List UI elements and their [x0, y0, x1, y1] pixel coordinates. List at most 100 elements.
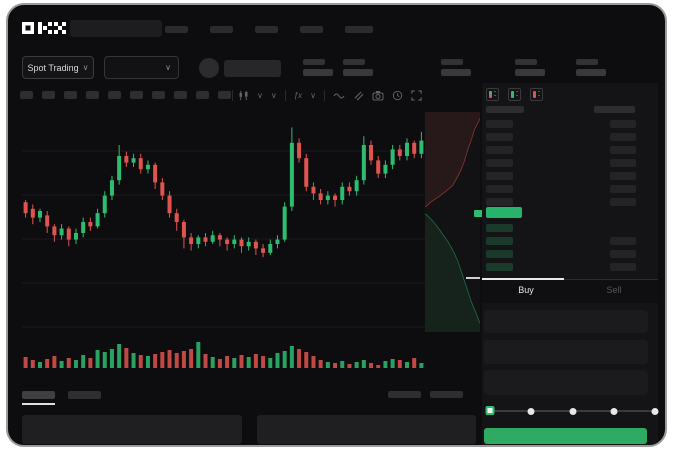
toolbar-divider	[232, 90, 233, 101]
orderbook-view-asks-icon[interactable]	[530, 88, 543, 101]
volume-bar	[246, 357, 251, 368]
top-nav	[165, 26, 373, 33]
slider-stop[interactable]	[527, 408, 535, 415]
market-type-label: Spot Trading	[27, 62, 79, 73]
candle	[361, 136, 366, 185]
volume-bar	[369, 363, 374, 368]
amount-slider[interactable]	[485, 406, 659, 416]
candlestick-chart[interactable]	[22, 112, 425, 332]
timeframe-button-placeholder[interactable]	[174, 91, 187, 99]
nav-item-placeholder[interactable]	[345, 26, 373, 33]
bottom-link-placeholder[interactable]	[388, 391, 421, 398]
orderbook-bid-row[interactable]	[482, 261, 658, 274]
candle	[412, 140, 417, 159]
toolbar-divider	[324, 90, 326, 101]
tab-buy[interactable]: Buy	[518, 285, 534, 295]
toolbar-divider	[284, 90, 286, 101]
nav-item-placeholder[interactable]	[165, 26, 188, 33]
candle	[268, 239, 273, 255]
compare-icon[interactable]	[353, 90, 364, 101]
slider-stop[interactable]	[610, 408, 618, 415]
orderbook-view-bids-icon[interactable]	[508, 88, 521, 101]
depth-overlay[interactable]	[425, 112, 480, 332]
pair-dropdown[interactable]: ∨	[104, 56, 179, 79]
timeframe-button-placeholder[interactable]	[152, 91, 165, 99]
chevron-down-icon[interactable]: ∨	[310, 91, 317, 100]
volume-bar	[66, 358, 71, 368]
volume-bar	[282, 351, 287, 368]
volume-bar	[102, 352, 107, 368]
volume-bar	[23, 357, 28, 368]
orderbook-ask-row[interactable]	[482, 183, 658, 196]
volume-bar	[52, 356, 57, 368]
candle-style-icon[interactable]	[238, 90, 249, 101]
slider-stop[interactable]	[569, 408, 576, 415]
interval-dropdown-icon[interactable]: ∨	[270, 91, 277, 100]
slider-stop[interactable]	[651, 408, 659, 415]
timeframe-button-placeholder[interactable]	[20, 91, 33, 99]
orderbook-ask-row[interactable]	[482, 157, 658, 170]
slider-handle[interactable]	[485, 406, 495, 415]
fx-indicator-icon[interactable]: ƒx	[293, 91, 303, 100]
orderbook-bid-row[interactable]	[482, 235, 658, 248]
fullscreen-icon[interactable]	[411, 90, 422, 101]
orderbook-last-price[interactable]	[486, 207, 522, 218]
timeframe-button-placeholder[interactable]	[42, 91, 55, 99]
volume-bar	[153, 354, 158, 368]
market-type-selector[interactable]: Spot Trading ∨	[22, 56, 94, 79]
timeframe-button-placeholder[interactable]	[108, 91, 121, 99]
orderbook-ask-row[interactable]	[482, 196, 658, 209]
timeframe-button-placeholder[interactable]	[86, 91, 99, 99]
timeframe-button-placeholder[interactable]	[196, 91, 209, 99]
price-field-placeholder[interactable]	[484, 310, 648, 333]
candle	[189, 233, 194, 251]
nav-item-placeholder[interactable]	[255, 26, 278, 33]
bottom-tab[interactable]	[68, 391, 101, 399]
ticker-stat-placeholder	[303, 59, 333, 76]
candle	[131, 153, 136, 167]
candle	[124, 151, 129, 167]
search-placeholder[interactable]	[70, 20, 162, 37]
volume-bar	[160, 352, 165, 368]
orderbook-price-header-placeholder	[486, 106, 524, 113]
candle	[30, 204, 35, 225]
volume-bar	[88, 358, 93, 368]
orderbook-view-switcher	[486, 88, 543, 101]
volume-bar	[268, 358, 273, 368]
nav-item-placeholder[interactable]	[300, 26, 323, 33]
volume-bar	[333, 363, 338, 368]
history-icon[interactable]	[392, 90, 403, 101]
wave-icon[interactable]	[333, 91, 345, 101]
amount-field-placeholder[interactable]	[484, 340, 648, 364]
nav-item-placeholder[interactable]	[210, 26, 233, 33]
total-field-placeholder[interactable]	[484, 370, 648, 395]
orderbook-bid-row[interactable]	[482, 222, 658, 235]
timeframe-button-placeholder[interactable]	[64, 91, 77, 99]
timeframe-button-placeholder[interactable]	[218, 91, 231, 99]
volume-bar	[30, 360, 35, 368]
candle	[145, 160, 150, 174]
timeframe-button-placeholder[interactable]	[130, 91, 143, 99]
camera-icon[interactable]	[372, 90, 384, 101]
orderbook-ask-row[interactable]	[482, 170, 658, 183]
okx-logo[interactable]	[22, 21, 66, 35]
bottom-tab-active[interactable]	[22, 391, 55, 399]
buy-submit-button[interactable]	[484, 428, 647, 444]
orderbook-bid-row[interactable]	[482, 248, 658, 261]
candle	[181, 219, 186, 249]
candle	[232, 235, 237, 249]
volume-histogram	[23, 342, 424, 368]
buy-tab-indicator	[482, 278, 564, 280]
tab-sell[interactable]: Sell	[606, 285, 622, 295]
volume-bar	[253, 354, 258, 368]
volume-bar	[59, 361, 64, 368]
candle	[261, 244, 266, 258]
orderbook-ask-row[interactable]	[482, 131, 658, 144]
chevron-down-icon[interactable]: ∨	[257, 91, 263, 100]
orderbook-view-combined-icon[interactable]	[486, 88, 499, 101]
orderbook-ask-row[interactable]	[482, 144, 658, 157]
candle	[117, 145, 122, 185]
bottom-link-placeholder[interactable]	[430, 391, 463, 398]
orderbook-ask-row[interactable]	[482, 118, 658, 131]
volume-bar	[289, 346, 294, 368]
